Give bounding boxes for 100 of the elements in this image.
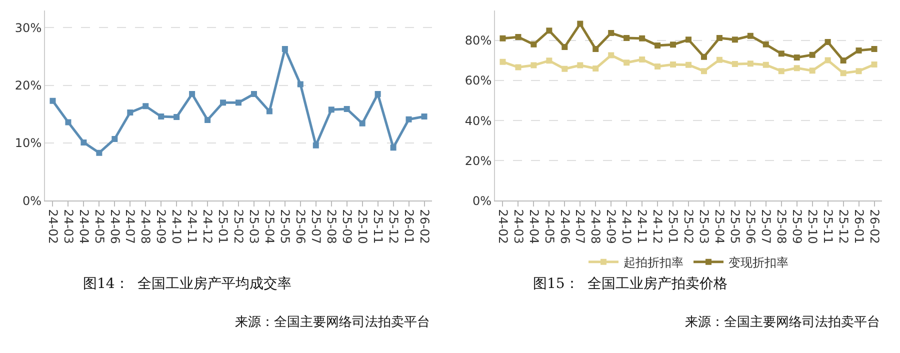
x-tick-label: 25-10 <box>355 209 370 244</box>
x-tick-label: 24-07 <box>123 209 138 244</box>
x-tick-label: 25-03 <box>247 209 262 244</box>
x-tick-label: 24-02 <box>46 209 60 244</box>
x-tick-label: 24-09 <box>604 209 618 244</box>
point <box>500 58 506 65</box>
point <box>96 150 102 156</box>
x-tick-label: 24-04 <box>526 209 541 244</box>
point <box>639 35 646 42</box>
x-tick-label: 24-10 <box>620 209 634 244</box>
point <box>762 62 769 68</box>
x-tick-label: 24-12 <box>200 209 215 244</box>
point <box>794 54 800 60</box>
x-tick-label: 25-07 <box>759 209 773 244</box>
point <box>344 106 350 112</box>
point <box>390 144 396 151</box>
point <box>530 41 537 48</box>
x-tick-label: 24-03 <box>511 209 526 244</box>
x-tick-label: 26-01 <box>402 209 416 244</box>
x-tick-label: 25-11 <box>820 209 835 244</box>
text: 图15： 全国工业房产拍卖价格 <box>533 276 728 292</box>
point <box>515 64 522 70</box>
point <box>515 34 522 40</box>
point <box>421 113 428 120</box>
point <box>732 61 738 68</box>
x-tick-label: 24-07 <box>573 209 588 244</box>
x-tick-label: 25-07 <box>309 209 323 244</box>
x-tick-label: 26-02 <box>867 209 882 244</box>
x-tick-label: 25-04 <box>262 209 277 244</box>
point <box>809 68 816 74</box>
point <box>359 120 366 126</box>
y-tick-label: 80% <box>464 34 492 48</box>
point <box>546 58 552 64</box>
x-tick-label: 24-11 <box>635 209 650 244</box>
x-tick-label: 25-12 <box>386 209 400 244</box>
point <box>189 91 196 97</box>
point <box>142 103 149 110</box>
point <box>608 30 614 36</box>
point <box>686 36 692 43</box>
x-tick-label: 25-06 <box>744 209 758 244</box>
x-tick-label: 25-12 <box>836 209 850 244</box>
point <box>686 62 692 68</box>
point <box>577 62 584 68</box>
x-tick-label: 25-01 <box>216 209 230 244</box>
x-tick-label: 24-05 <box>92 209 106 244</box>
source-note: 来源：全国主要网络司法拍卖平台 <box>235 314 430 330</box>
point <box>297 81 304 88</box>
point <box>530 62 537 68</box>
x-tick-label: 25-02 <box>682 209 696 244</box>
point <box>809 52 816 58</box>
x-tick-label: 25-06 <box>294 209 308 244</box>
x-tick-label: 25-10 <box>805 209 820 244</box>
point <box>700 68 707 74</box>
text: 图14： 全国工业房产平均成交率 <box>83 276 292 292</box>
point <box>732 36 738 43</box>
x-tick-label: 24-11 <box>185 209 200 244</box>
point <box>824 57 831 64</box>
point <box>328 106 334 113</box>
y-tick-label: 0% <box>22 194 42 208</box>
source-note: 来源：全国主要网络司法拍卖平台 <box>685 314 880 330</box>
x-tick-label: 24-03 <box>61 209 76 244</box>
x-tick-label: 25-09 <box>340 209 354 244</box>
point <box>654 63 661 70</box>
x-tick-label: 25-04 <box>712 209 727 244</box>
x-tick-label: 24-06 <box>558 209 572 244</box>
point <box>624 60 630 66</box>
point <box>794 65 800 72</box>
x-tick-label: 25-02 <box>232 209 246 244</box>
x-tick-label: 25-08 <box>324 209 338 244</box>
point <box>562 66 568 72</box>
x-tick-label: 25-09 <box>790 209 804 244</box>
y-tick-label: 30% <box>14 20 42 35</box>
y-tick-label: 0% <box>472 194 492 208</box>
point <box>700 54 707 60</box>
point <box>204 116 211 123</box>
x-tick-label: 25-08 <box>774 209 788 244</box>
x-tick-label: 24-08 <box>138 209 153 244</box>
x-tick-label: 26-01 <box>852 209 866 244</box>
point <box>716 35 722 42</box>
y-tick-label: 60% <box>464 74 492 88</box>
point <box>406 116 412 122</box>
x-tick-label: 25-01 <box>666 209 680 244</box>
point <box>840 70 846 76</box>
point <box>174 114 180 120</box>
x-tick-label: 24-05 <box>542 209 556 244</box>
point <box>778 50 784 57</box>
point <box>158 113 164 120</box>
point <box>312 142 319 148</box>
x-tick-label: 24-06 <box>108 209 122 244</box>
legend-label: 起拍折扣率 <box>624 256 684 270</box>
point <box>670 61 676 68</box>
point <box>608 52 614 58</box>
point <box>562 44 568 50</box>
point <box>654 42 661 48</box>
point <box>670 42 676 48</box>
point <box>592 46 599 52</box>
point <box>500 35 506 42</box>
y-tick-label: 20% <box>464 154 492 168</box>
point <box>716 56 722 63</box>
x-tick-label: 24-12 <box>650 209 665 244</box>
